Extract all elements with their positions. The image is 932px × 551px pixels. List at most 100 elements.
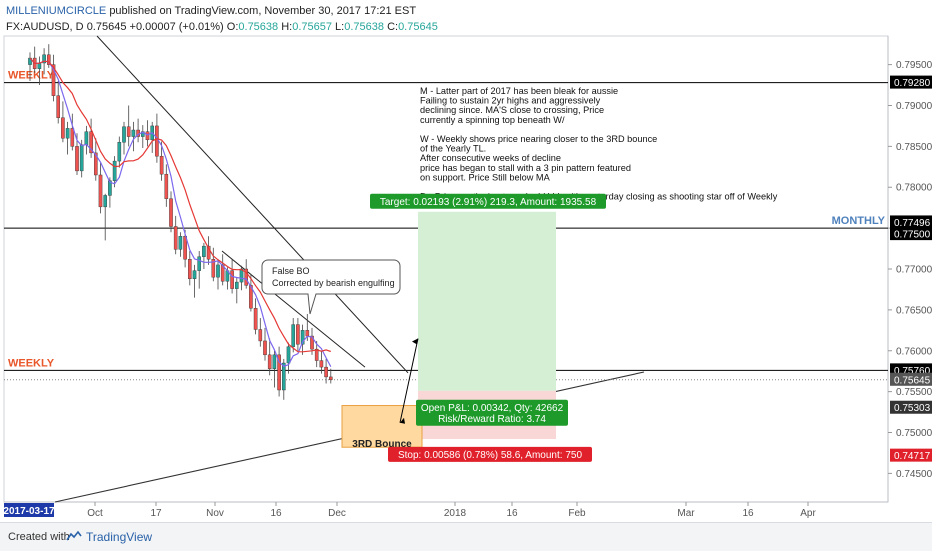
candle-body — [286, 346, 291, 364]
candle — [70, 113, 75, 151]
pnl-tag-label: Open P&L: 0.00342, Qty: 42662 — [421, 403, 564, 414]
axis-price-tag — [890, 448, 932, 462]
candle — [329, 368, 333, 384]
axis-price-tag-label: 0.74717 — [894, 451, 931, 462]
candle — [319, 350, 324, 374]
x-tick-label: Dec — [328, 508, 346, 519]
price-chart[interactable]: 0.79500 0.79000 0.78500 0.78000 0.77500 0.770… — [0, 0, 932, 522]
last-price: 0.75645 — [86, 21, 127, 33]
analysis-note-line: After consecutive weeks of decline — [420, 153, 561, 163]
candle-body — [93, 152, 98, 176]
candle-body — [42, 54, 46, 64]
candle — [126, 105, 131, 147]
analysis-note-line: currently a spinning top beneath W/ — [420, 115, 565, 125]
candle — [89, 118, 93, 158]
author-link[interactable]: MILLENIUMCIRCLE — [6, 5, 107, 17]
high-label: H: — [281, 21, 293, 33]
candle — [300, 324, 305, 355]
y-tick-label: 0.78000 — [896, 183, 932, 194]
candle — [291, 318, 296, 353]
candle-body — [89, 131, 93, 154]
open-value: 0.75638 — [238, 21, 279, 33]
y-tick-label: 0.79000 — [896, 101, 932, 112]
candle-body — [117, 142, 122, 162]
candle — [202, 242, 206, 269]
open-label: O: — [226, 21, 239, 33]
candle — [216, 259, 220, 290]
bounce-label: 3RD Bounce — [352, 439, 412, 450]
candle — [122, 121, 126, 155]
analysis-note-line: Failing to sustain 2yr highs and aggress… — [420, 96, 601, 106]
candle — [164, 164, 169, 207]
axis-price-tag-label: 0.79280 — [894, 78, 931, 89]
axis-price-tag — [890, 215, 932, 229]
candle — [117, 136, 122, 168]
high-value: 0.75657 — [292, 21, 332, 33]
candle-body — [277, 354, 281, 391]
candle-body — [300, 330, 305, 345]
x-tick-label: Oct — [87, 508, 103, 519]
candle — [159, 141, 164, 181]
candle-body — [155, 125, 159, 157]
y-tick-label: 0.75000 — [896, 428, 932, 439]
analysis-note-line: declining since. MA'S close to crossing,… — [420, 105, 604, 115]
candle-body — [28, 57, 32, 65]
x-tick-label: 17 — [150, 508, 162, 519]
y-tick-label: 0.75500 — [896, 387, 932, 398]
y-tick-label: 0.76500 — [896, 305, 932, 316]
x-tick-label: Apr — [800, 508, 816, 519]
tradingview-brand[interactable]: TradingView — [86, 530, 153, 544]
x-tick-label: Nov — [206, 508, 224, 519]
x-tick-label: 16 — [742, 508, 754, 519]
candle-body — [79, 144, 84, 172]
candle — [258, 318, 263, 347]
candle — [56, 80, 60, 124]
candle-body — [178, 236, 183, 250]
bounce-arrow-up — [399, 338, 419, 423]
axis-price-tag-label: 0.77500 — [894, 230, 931, 241]
close-value: 0.75645 — [398, 21, 438, 33]
tradingview-logo-icon — [66, 530, 82, 541]
candle-body — [202, 245, 206, 257]
stop-tag-label: Stop: 0.00586 (0.78%) 58.6, Amount: 750 — [398, 450, 582, 461]
x-tick-label: Mar — [677, 508, 695, 519]
candle — [61, 101, 65, 143]
analysis-note-line: M - Latter part of 2017 has been bleak f… — [420, 86, 618, 96]
ohlc-line: FX:AUDUSD, D 0.75645 +0.00007 (+0.01%) O… — [6, 21, 438, 33]
candle — [249, 273, 253, 312]
candle-body — [75, 146, 79, 172]
axis-price-tag-label: 0.77496 — [894, 218, 931, 229]
candle — [277, 346, 281, 397]
candle-body — [244, 268, 249, 286]
candle-body — [103, 195, 107, 208]
candle — [192, 264, 197, 298]
target-tag-label: Target: 0.02193 (2.91%) 219.3, Amount: 1… — [380, 197, 597, 208]
candle-body — [122, 126, 126, 143]
price-change: +0.00007 (+0.01%) — [129, 21, 224, 33]
axis-price-tag — [890, 75, 932, 89]
candle-body — [267, 354, 272, 369]
candle — [272, 350, 277, 388]
candle — [112, 156, 117, 188]
x-tick-label: 2018 — [444, 508, 467, 519]
callout-line: False BO — [272, 266, 310, 276]
candle — [178, 232, 183, 257]
axis-price-tag-label: 0.75760 — [894, 366, 931, 377]
axis-price-tag — [890, 372, 932, 386]
candle-body — [230, 270, 234, 289]
candle-body — [173, 226, 178, 250]
candle-body — [319, 360, 324, 368]
bounce-arrow-tail — [400, 417, 405, 424]
candle — [197, 251, 202, 289]
ma-slow-line — [29, 57, 331, 353]
y-tick-label: 0.77000 — [896, 265, 932, 276]
candle-body — [314, 348, 319, 361]
candle — [65, 121, 70, 155]
candle-body — [183, 236, 187, 260]
candle-body — [145, 131, 150, 141]
x-tick-label: 16 — [506, 508, 518, 519]
analysis-note-line: of the Yearly TL. — [420, 144, 486, 154]
x-tick-label: Feb — [568, 508, 586, 519]
candle-body — [126, 126, 131, 137]
candle — [324, 358, 328, 384]
